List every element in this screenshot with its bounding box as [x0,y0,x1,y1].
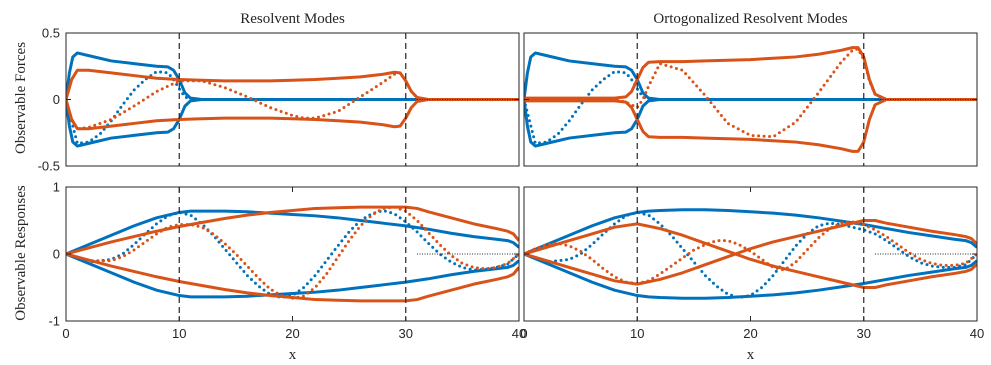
x-tick-label: 0 [520,326,527,341]
series-line-blue-solid-1 [66,252,519,299]
x-tick-label: 40 [970,326,984,341]
panel-title: Ortogonalized Resolvent Modes [653,11,847,27]
series-line-blue-dotted-2 [524,210,977,300]
y-axis-label-top: Observable Forces [13,42,29,154]
panel-bottom-right: 0 10 20 30 40 x [520,186,984,363]
axes-box [65,186,520,322]
series-line-orange-dotted-5 [524,47,977,139]
series-line-orange-dotted-5 [66,205,519,300]
series-line-orange-solid-3 [524,222,977,289]
x-tick-label: 20 [285,326,299,341]
series-line-orange-solid-3 [66,68,519,101]
y-tick-label: -0.5 [38,159,60,174]
series-line-orange-dotted-5 [66,71,519,131]
x-tick-label: 30 [399,326,413,341]
x-axis-label: x [747,347,755,363]
y-tick-label: 0 [53,92,60,107]
series-line-blue-solid-1 [524,252,977,300]
series-line-orange-solid-3 [524,46,977,101]
y-tick-label: 0.5 [42,26,60,41]
panel-top-left: -0.5 0 0.5 Resolvent Modes [38,11,520,174]
series-line-orange-solid-4 [524,219,977,286]
series-line-orange-solid-3 [66,205,519,256]
y-axis-label-bottom: Observable Responses [13,185,29,321]
panel-title: Resolvent Modes [240,11,345,27]
series-line-orange-solid-4 [66,252,519,303]
series-line-orange-solid-4 [524,98,977,153]
x-axis-label: x [289,347,297,363]
x-tick-label: 0 [62,326,69,341]
x-tick-label: 40 [512,326,526,341]
x-tick-label: 20 [743,326,757,341]
series-line-orange-dotted-5 [524,220,977,285]
y-tick-label: -1 [48,314,60,329]
panel-top-right: Ortogonalized Resolvent Modes [523,11,978,167]
x-tick-label: 30 [857,326,871,341]
series-line-blue-solid-0 [524,208,977,256]
series-line-blue-solid-0 [66,209,519,256]
y-tick-label: 1 [53,180,60,195]
x-tick-label: 10 [630,326,644,341]
series-line-blue-dotted-2 [66,208,519,300]
y-tick-label: 0 [53,247,60,262]
series-line-blue-dotted-2 [524,70,977,145]
series-line-orange-solid-4 [66,98,519,131]
x-tick-label: 10 [172,326,186,341]
